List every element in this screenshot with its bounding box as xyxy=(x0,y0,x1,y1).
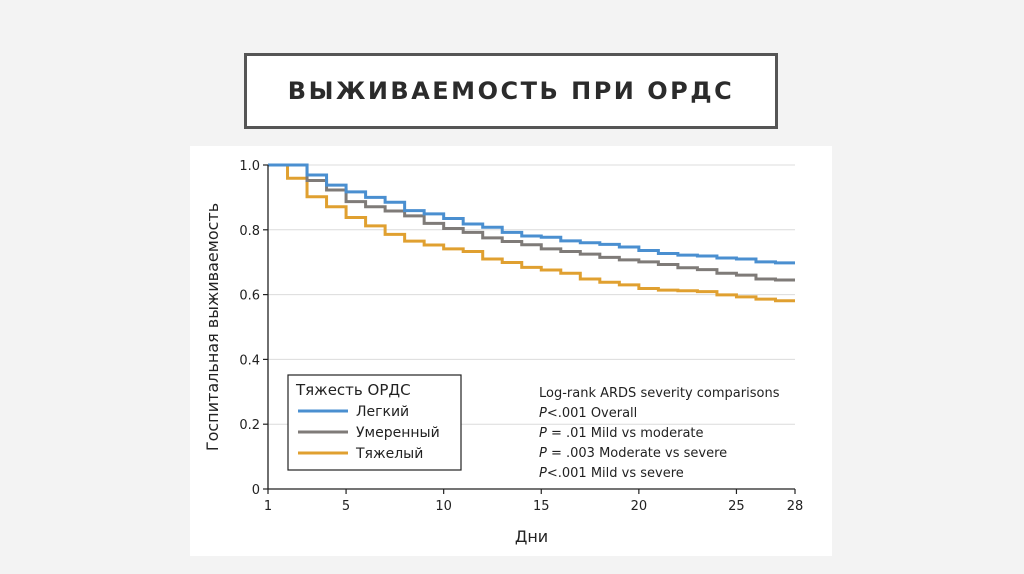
annotation-line: P = .01 Mild vs moderate xyxy=(539,426,704,441)
annotations: Log-rank ARDS severity comparisons P<.001… xyxy=(539,386,780,481)
survival-chart: 00.20.40.60.81.01 5 10 15 20 25 28 Дни Госпита… xyxy=(203,159,803,546)
y-axis-title: Госпитальная выживаемость xyxy=(203,203,222,451)
axes xyxy=(267,165,795,490)
y-tick-label: 0.6 xyxy=(239,289,260,304)
legend: Тяжесть ОРДС Легкий Умеренный Тяжелый xyxy=(287,374,462,471)
legend-label: Умеренный xyxy=(356,425,440,441)
y-tick-label: 1.0 xyxy=(239,159,260,174)
series-line-severe xyxy=(268,163,795,303)
x-tick-label: 28 xyxy=(787,499,804,514)
series-lines xyxy=(268,163,795,303)
chart-panel: 0 0.2 0.4 0.6 0.8 1.0 1 5 10 15 20 25 28 Дни Госпита… xyxy=(190,146,832,556)
legend-label: Тяжелый xyxy=(355,446,423,462)
legend-label: Легкий xyxy=(356,404,409,420)
annotation-line: P = .003 Moderate vs severe xyxy=(539,446,727,461)
x-tick-label: 5 xyxy=(342,499,350,514)
ticks: 00.20.40.60.81.01 5 10 15 20 25 28 xyxy=(239,159,803,514)
y-tick-label: 0.8 xyxy=(239,224,260,239)
legend-title: Тяжесть ОРДС xyxy=(295,381,411,399)
series-line-moderate xyxy=(268,163,795,282)
slide-title: ВЫЖИВАЕМОСТЬ ПРИ ОРДС xyxy=(287,77,735,105)
grid-lines xyxy=(268,164,795,425)
x-tick-label: 10 xyxy=(435,499,452,514)
annotation-line: Log-rank ARDS severity comparisons xyxy=(539,386,780,401)
y-tick-label: 0.2 xyxy=(239,418,260,433)
x-tick-label: 15 xyxy=(533,499,550,514)
x-tick-label: 25 xyxy=(728,499,745,514)
series-line-mild xyxy=(268,163,795,265)
annotation-line: P<.001 Mild vs severe xyxy=(539,466,684,481)
y-tick-label: 0.4 xyxy=(239,353,260,368)
x-tick-label: 1 xyxy=(264,499,272,514)
x-tick-label: 20 xyxy=(631,499,648,514)
x-axis-title: Дни xyxy=(515,527,548,546)
y-tick-label: 0 xyxy=(252,483,260,498)
slide-title-box: ВЫЖИВАЕМОСТЬ ПРИ ОРДС xyxy=(244,53,778,129)
annotation-line: P<.001 Overall xyxy=(539,406,637,421)
